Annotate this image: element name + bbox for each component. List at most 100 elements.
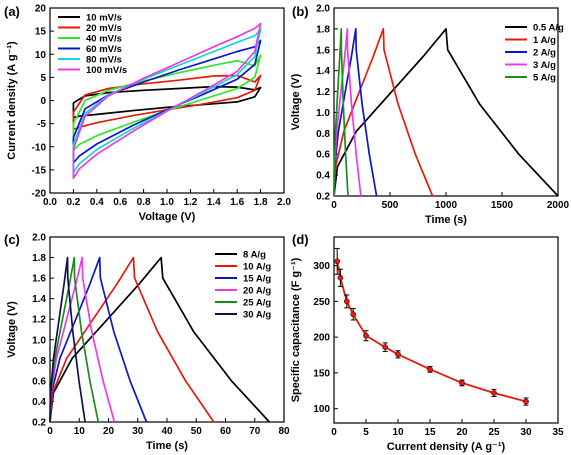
panel-a-legend-label: 60 mV/s [86,44,122,55]
panel-c-y-tick-label: 1.4 [32,294,46,305]
panel-b-x-tick-label: 0 [331,200,337,211]
panel-c-x-tick-label: 40 [161,426,173,437]
panel-c-y-tick-label: 0.4 [32,397,46,408]
panel-d-data-point [337,274,344,281]
panel-d-data-point [343,298,350,305]
panel-c-y-tick-label: 1.0 [32,335,46,346]
panel-d-x-tick-label: 10 [392,427,404,438]
panel-c-y-tick-label: 1.2 [32,315,46,326]
panel-a-y-tick-label: 15 [35,27,47,38]
panel-b-label: (b) [292,4,309,19]
panel-d-data-point [363,332,369,339]
panel-c-x-tick-label: 30 [132,426,144,437]
panel-a-y-tick-label: 20 [35,4,47,15]
panel-d-y-tick-label: 100 [313,404,330,415]
panel-a-legend-label: 40 mV/s [86,34,122,45]
panel-b-y-tick-label: 1.6 [316,45,330,56]
panel-c-gcd-curves: (c) 0 10 20 30 40 50 60 70 80 0.2 0.4 0.6 0.8 1.0 1.2 1… [4,232,290,452]
panel-d-y-tick-label: 150 [313,368,330,379]
panel-c-x-tick-label: 10 [74,426,86,437]
panel-a-x-axis-title: Voltage (V) [139,211,196,223]
panel-b-y-tick-label: 0.8 [316,129,330,140]
panel-b-y-tick-label: 1.0 [316,108,330,119]
panel-d-y-tick-label: 200 [313,333,330,344]
panel-d-data-point [427,366,433,373]
panel-b-y-tick-label: 0.6 [316,150,330,161]
panel-a-x-tick-label: 0.2 [66,197,80,208]
panel-c-series-line [49,256,116,423]
panel-d-x-tick-label: 25 [488,427,500,438]
panel-d-data-point [382,344,389,351]
panel-d-x-tick-label: 20 [456,427,468,438]
panel-b-y-tick-label: 0.2 [316,192,330,203]
panel-b-series-line [333,28,349,197]
panel-d-y-tick-label: 250 [313,297,330,308]
panel-c-legend-label: 25 A/g [243,298,271,309]
panel-a-y-tick-label: -15 [32,165,47,176]
panel-a-x-tick-label: 2.0 [277,197,291,208]
panel-d-y-axis-title: Specific capacitance (F g⁻¹) [290,257,302,402]
panel-b-y-tick-label: 2.0 [316,4,330,15]
panel-a-legend-label: 80 mV/s [86,55,122,66]
panel-a-y-tick-label: -20 [32,189,47,200]
panel-b-x-tick-label: 500 [382,200,399,211]
panel-c-series-line [49,256,215,423]
panel-b-series-line [333,28,378,197]
panel-b-legend-label: 3 A/g [533,60,556,71]
panel-a-x-tick-label: 0.0 [43,197,57,208]
panel-a-y-tick-label: -10 [32,142,47,153]
panel-c-x-tick-label: 80 [278,426,290,437]
panel-c-x-tick-label: 50 [191,426,203,437]
panel-d-data-point [523,398,529,405]
panel-d-data-point [395,351,401,358]
panel-c-series-line [49,256,86,423]
panel-c-y-tick-label: 1.8 [32,253,46,264]
panel-a-label: (a) [4,4,20,19]
panel-b-y-tick-label: 0.4 [316,171,330,182]
panel-b-x-tick-label: 1000 [435,200,458,211]
panel-c-x-tick-label: 20 [103,426,115,437]
panel-d-data-point [350,311,357,318]
panel-d-label: (d) [292,232,309,247]
panel-d-data-point [334,258,341,265]
panel-b-y-tick-label: 1.8 [316,24,330,35]
panel-a-legend-label: 100 mV/s [86,65,127,76]
panel-c-y-tick-label: 1.6 [32,274,46,285]
panel-a-x-tick-label: 1.4 [207,197,221,208]
panel-b-x-axis-title: Time (s) [425,214,467,226]
panel-c-y-axis-title: Voltage (V) [6,301,18,358]
panel-d-data-point [459,380,465,386]
panel-d-x-tick-label: 35 [552,427,564,438]
panel-d-x-tick-label: 0 [331,427,337,438]
panel-d-rate-capability: (d) 0 5 10 15 20 25 30 35 100 150 200 250 300 Current… [290,232,564,453]
panel-b-series-line [333,28,559,197]
panel-a-x-tick-label: 1.0 [160,197,174,208]
panel-c-y-tick-label: 0.6 [32,376,46,387]
panel-a-x-tick-label: 1.2 [183,197,197,208]
panel-c-x-tick-label: 60 [220,426,232,437]
panel-a-y-tick-label: -5 [37,119,46,130]
panel-c-legend-label: 8 A/g [243,250,266,261]
panel-d-x-axis-title: Current density (A g⁻¹) [387,441,506,453]
panel-a-x-tick-label: 0.4 [90,197,104,208]
panel-a-legend-label: 10 mV/s [86,13,122,24]
panel-c-series-line [49,256,271,423]
panel-b-y-axis-title: Voltage (V) [290,73,302,130]
panel-d-x-tick-label: 30 [520,427,532,438]
panel-c-y-tick-label: 0.8 [32,356,46,367]
panel-b-legend-label: 2 A/g [533,48,556,59]
panel-c-label: (c) [4,232,20,247]
panel-d-plot-frame [333,236,559,424]
panel-b-legend-label: 1 A/g [533,35,556,46]
panel-d-y-tick-label: 300 [313,261,330,272]
panel-b-x-tick-label: 1500 [491,200,514,211]
panel-c-x-axis-title: Time (s) [146,440,188,452]
panel-b-x-tick-label: 2000 [547,200,570,211]
panel-c-x-tick-label: 0 [47,426,53,437]
panel-a-y-tick-label: 0 [40,96,46,107]
panel-c-legend-label: 20 A/g [243,286,271,297]
panel-b-gcd-curves: (b) 0 500 1000 1500 2000 0.2 0.4 0.6 0.8 1.0 1.2 1.… [290,4,570,227]
panel-d-data-point [491,390,497,396]
panel-b-y-tick-label: 1.2 [316,87,330,98]
